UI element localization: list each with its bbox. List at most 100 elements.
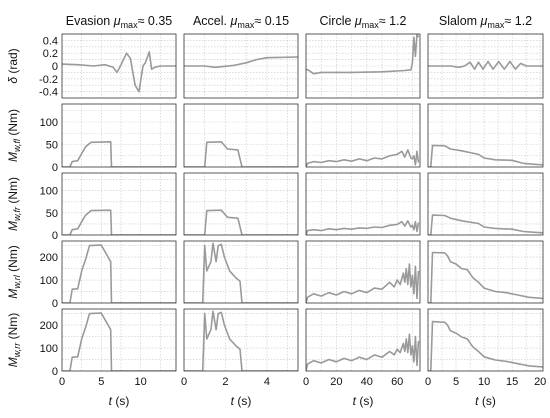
- y-tick-label: 100: [40, 343, 58, 355]
- column-title: Evasion μmax≈ 0.35: [66, 14, 173, 30]
- panel: [427, 172, 544, 236]
- series-line: [184, 209, 298, 235]
- panel: [427, 240, 544, 304]
- panel: [305, 172, 421, 236]
- x-tick-label: 0: [303, 376, 309, 388]
- panel: -0.4-0.200.20.4: [39, 33, 177, 99]
- y-axis-label: δ (rad): [6, 48, 20, 83]
- panel: 0 100 200: [40, 240, 177, 310]
- series-line: [184, 310, 298, 371]
- panel-frame: [305, 33, 421, 99]
- x-tick-label: 10: [134, 376, 146, 388]
- y-tick-label: 0: [52, 61, 58, 73]
- panel: 0 2 4: [181, 308, 299, 388]
- x-axis-label: t (s): [109, 394, 130, 408]
- x-tick-label: 2: [222, 376, 228, 388]
- x-axis-label: t (s): [231, 394, 252, 408]
- series-line: [62, 209, 176, 235]
- y-tick-label: -0.2: [39, 74, 58, 86]
- series-line: [428, 320, 543, 371]
- series-line: [62, 312, 176, 371]
- x-tick-label: 4: [264, 376, 270, 388]
- panel: [305, 240, 421, 304]
- panel-frame: [183, 172, 299, 236]
- y-tick-label: 0: [52, 298, 58, 310]
- series-line: [306, 34, 420, 75]
- y-tick-label: 0: [52, 162, 58, 174]
- y-tick-label: 0: [52, 230, 58, 242]
- panel: [305, 33, 421, 99]
- y-tick-label: 200: [40, 252, 58, 264]
- series-line: [306, 333, 420, 371]
- series-line: [62, 51, 176, 93]
- x-tick-label: 0: [425, 376, 431, 388]
- series-line: [428, 251, 543, 303]
- series-line: [428, 214, 543, 235]
- y-tick-label: 50: [46, 208, 58, 220]
- panel: [183, 240, 299, 304]
- series-line: [306, 149, 420, 167]
- panel: [305, 103, 421, 168]
- panel-frame: [305, 103, 421, 168]
- panel: 0 50 100: [40, 172, 177, 242]
- panel-frame: [305, 172, 421, 236]
- series-line: [184, 242, 298, 303]
- panel: [183, 33, 299, 99]
- y-tick-label: 0.4: [43, 35, 58, 47]
- y-tick-label: 0: [52, 366, 58, 378]
- panel-frame: [61, 240, 177, 304]
- y-tick-label: 100: [40, 117, 58, 129]
- series-line: [306, 263, 420, 303]
- panel: [183, 172, 299, 236]
- panel: 0 100 200 0 5 10: [40, 308, 177, 388]
- panel: [183, 103, 299, 168]
- y-axis-label: Mw,fr (Nm): [6, 177, 22, 231]
- series-line: [62, 141, 176, 167]
- y-tick-label: 0.2: [43, 48, 58, 60]
- panel-frame: [427, 240, 544, 304]
- series-line: [62, 244, 176, 303]
- panel-frame: [61, 172, 177, 236]
- column-title: Accel. μmax≈ 0.15: [193, 14, 289, 30]
- x-tick-label: 15: [506, 376, 518, 388]
- y-tick-label: -0.4: [39, 87, 58, 99]
- panel-frame: [183, 240, 299, 304]
- x-tick-label: 5: [453, 376, 459, 388]
- x-tick-label: 5: [98, 376, 104, 388]
- panel-frame: [183, 33, 299, 99]
- x-tick-label: 10: [478, 376, 490, 388]
- panel-frame: [61, 103, 177, 168]
- series-line: [428, 144, 543, 167]
- x-tick-label: 0: [59, 376, 65, 388]
- x-axis-label: t (s): [353, 394, 374, 408]
- panel-frame: [183, 103, 299, 168]
- x-tick-label: 20: [534, 376, 546, 388]
- panel: [427, 33, 544, 99]
- panel-frame: [427, 172, 544, 236]
- y-tick-label: 100: [40, 186, 58, 198]
- y-axis-label: Mw,rl (Nm): [6, 245, 22, 299]
- panel: 0 20 40 60: [303, 308, 421, 388]
- panel: [427, 103, 544, 168]
- panel-frame: [61, 308, 177, 372]
- y-axis-label: Mw,fl (Nm): [6, 109, 22, 162]
- panel-frame: [427, 33, 544, 99]
- panel-frame: [305, 240, 421, 304]
- panel-frame: [427, 308, 544, 372]
- series-line: [428, 60, 543, 70]
- column-title: Circle μmax≈ 1.2: [319, 14, 406, 30]
- series-line: [306, 220, 420, 235]
- column-title: Slalom μmax≈ 1.2: [439, 14, 532, 30]
- panel: 0 5 10 15 20: [425, 308, 546, 388]
- x-tick-label: 60: [391, 376, 403, 388]
- panel-frame: [183, 308, 299, 372]
- x-tick-label: 40: [361, 376, 373, 388]
- x-axis-label: t (s): [475, 394, 496, 408]
- y-tick-label: 50: [46, 140, 58, 152]
- y-tick-label: 200: [40, 320, 58, 332]
- x-tick-label: 0: [181, 376, 187, 388]
- panel-frame: [427, 103, 544, 168]
- y-axis-label: Mw,rr (Nm): [6, 313, 22, 368]
- series-line: [184, 56, 298, 69]
